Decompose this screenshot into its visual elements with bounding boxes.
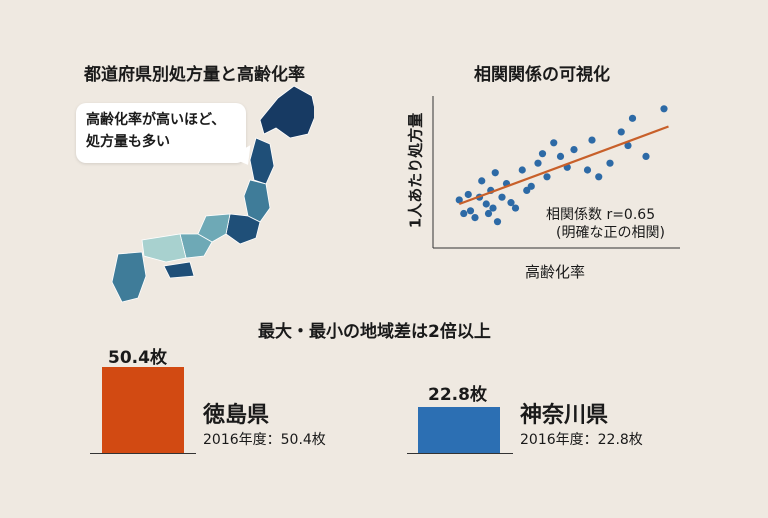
bubble-line-2: 処方量も多い	[86, 134, 170, 150]
scatter-point	[484, 209, 493, 218]
scatter-point	[498, 193, 506, 201]
bar-baseline-right	[407, 453, 513, 454]
scatter-point	[518, 166, 526, 174]
scatter-points	[455, 105, 668, 226]
map-region-chubu	[197, 213, 231, 243]
scatter-point	[642, 152, 650, 160]
scatter-point	[660, 105, 668, 113]
bar-kanagawa	[418, 407, 500, 453]
map-region-chugoku	[141, 233, 187, 263]
scatter-plot	[432, 96, 680, 249]
scatter-point	[471, 214, 479, 222]
scatter-point	[595, 173, 603, 181]
scatter-point	[482, 200, 490, 208]
difference-title: 最大・最小の地域差は2倍以上	[258, 322, 491, 342]
scatter-point	[464, 190, 472, 199]
scatter-point	[460, 209, 468, 218]
correlation-note: (明確な正の相関)	[556, 225, 665, 241]
scatter-point	[570, 146, 578, 154]
scatter-point	[628, 114, 637, 122]
scatter-x-label: 高齢化率	[525, 263, 586, 281]
prefecture-sublabel-kanagawa: 2016年度：22.8枚	[520, 432, 643, 448]
scatter-point	[556, 152, 565, 160]
bubble-line-1: 高齢化率が高いほど、	[86, 112, 226, 128]
bar-baseline-left	[90, 453, 196, 454]
scatter-point	[606, 159, 614, 167]
scatter-point	[543, 173, 551, 181]
bar-tokushima	[102, 367, 184, 453]
trend-line	[458, 125, 669, 206]
map-region-shikoku	[163, 261, 195, 279]
scatter-point	[617, 128, 625, 136]
scatter-point	[478, 177, 486, 185]
scatter-point	[624, 141, 632, 150]
map-regions	[111, 85, 314, 303]
scatter-point	[493, 218, 502, 226]
scatter-point	[489, 204, 497, 212]
scatter-point	[534, 159, 542, 167]
scatter-point	[491, 169, 499, 177]
annotation-bubble: 高齢化率が高いほど、 処方量も多い	[76, 103, 246, 163]
scatter-point	[466, 207, 475, 215]
map-region-hokkaido	[259, 85, 314, 139]
correlation-label: 相関係数 r=0.65	[546, 207, 656, 223]
scatter-point	[507, 199, 515, 207]
scatter-point	[511, 204, 520, 212]
scatter-point	[550, 139, 558, 147]
prefecture-label-kanagawa: 神奈川県	[520, 403, 609, 428]
scatter-y-label: 1人あたり処方量	[406, 112, 425, 229]
map-title: 都道府県別処方量と高齢化率	[84, 65, 305, 85]
bar-value-label-tokushima: 50.4枚	[108, 348, 167, 368]
prefecture-label-tokushima: 徳島県	[203, 403, 270, 428]
bar-value-label-kanagawa: 22.8枚	[428, 385, 487, 405]
scatter-point	[538, 150, 547, 158]
scatter-point	[527, 182, 535, 190]
map-region-kyushu	[111, 251, 147, 303]
scatter-point	[583, 166, 592, 174]
japan-map	[111, 85, 314, 303]
scatter-point	[588, 136, 596, 144]
scatter-point	[455, 196, 463, 204]
prefecture-sublabel-tokushima: 2016年度：50.4枚	[203, 432, 326, 448]
scatter-title: 相関関係の可視化	[474, 65, 610, 85]
